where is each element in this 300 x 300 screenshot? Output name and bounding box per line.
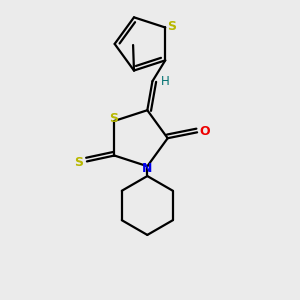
Text: S: S <box>168 20 177 33</box>
Text: N: N <box>142 162 152 175</box>
Text: H: H <box>161 75 170 88</box>
Text: S: S <box>109 112 118 125</box>
Text: O: O <box>200 125 210 138</box>
Text: S: S <box>75 156 84 169</box>
